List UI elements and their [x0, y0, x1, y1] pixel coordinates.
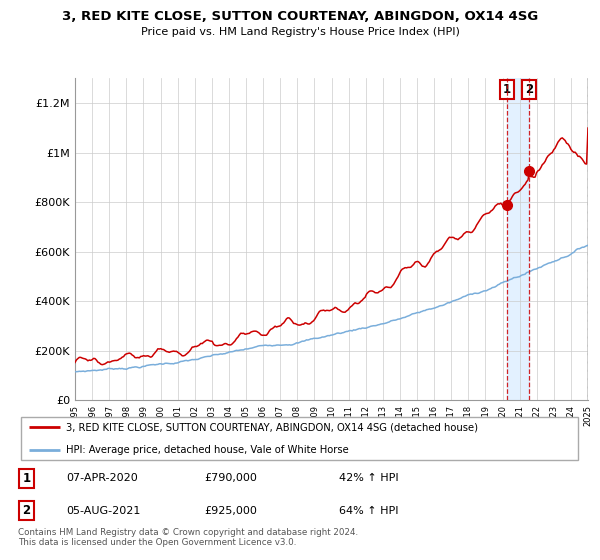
Text: Contains HM Land Registry data © Crown copyright and database right 2024.
This d: Contains HM Land Registry data © Crown c… [18, 528, 358, 547]
Text: 2: 2 [526, 83, 533, 96]
Text: 3, RED KITE CLOSE, SUTTON COURTENAY, ABINGDON, OX14 4SG: 3, RED KITE CLOSE, SUTTON COURTENAY, ABI… [62, 10, 538, 23]
Text: 42% ↑ HPI: 42% ↑ HPI [340, 473, 399, 483]
Text: 2: 2 [22, 504, 31, 517]
Text: £925,000: £925,000 [204, 506, 257, 516]
FancyBboxPatch shape [21, 417, 578, 460]
Bar [587, 78, 588, 400]
Text: Price paid vs. HM Land Registry's House Price Index (HPI): Price paid vs. HM Land Registry's House … [140, 27, 460, 37]
Text: 1: 1 [502, 83, 511, 96]
Text: 05-AUG-2021: 05-AUG-2021 [66, 506, 140, 516]
Bar [587, 78, 588, 400]
Text: 07-APR-2020: 07-APR-2020 [66, 473, 137, 483]
Text: 1: 1 [22, 472, 31, 485]
Text: £790,000: £790,000 [204, 473, 257, 483]
Text: 3, RED KITE CLOSE, SUTTON COURTENAY, ABINGDON, OX14 4SG (detached house): 3, RED KITE CLOSE, SUTTON COURTENAY, ABI… [66, 422, 478, 432]
Bar [506, 78, 529, 400]
Text: HPI: Average price, detached house, Vale of White Horse: HPI: Average price, detached house, Vale… [66, 445, 349, 455]
Text: 64% ↑ HPI: 64% ↑ HPI [340, 506, 399, 516]
